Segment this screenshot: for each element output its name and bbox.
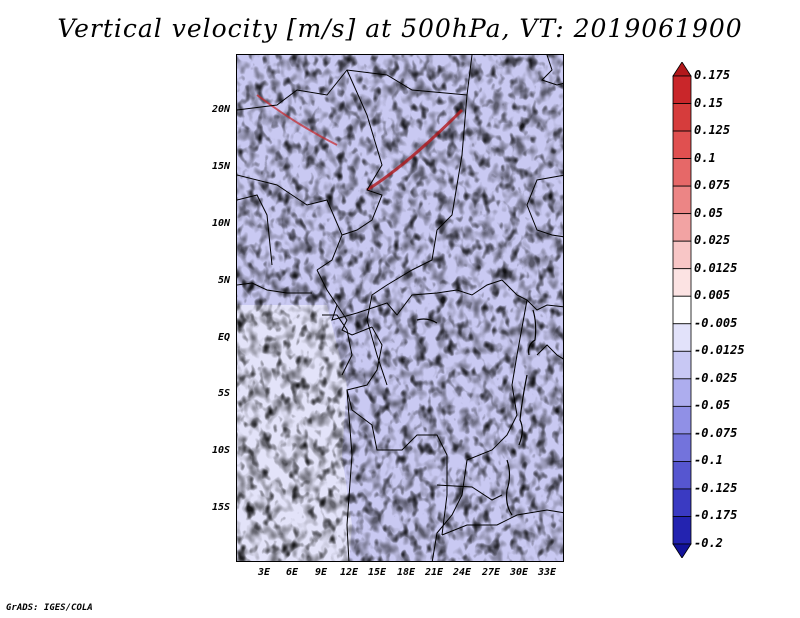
colorbar-tick-label: -0.0125 xyxy=(694,343,745,358)
colorbar-segment xyxy=(672,323,692,352)
colorbar-tick-label: -0.025 xyxy=(694,370,738,385)
colorbar-segment xyxy=(672,268,692,297)
lat-label-10n: 10N xyxy=(211,218,230,229)
colorbar-tick-label: -0.005 xyxy=(694,315,738,330)
colorbar xyxy=(672,62,692,558)
colorbar-tick-label: -0.1 xyxy=(694,453,723,468)
lon-label-15e: 15E xyxy=(367,567,387,578)
lat-label-eq: EQ xyxy=(217,332,230,343)
colorbar-segment xyxy=(672,461,692,490)
colorbar-tick-label: 0.15 xyxy=(694,95,723,110)
lon-label-33e: 33E xyxy=(537,567,557,578)
colorbar-tick-label: -0.05 xyxy=(694,398,731,413)
map-plot-area xyxy=(236,54,564,562)
colorbar-top-arrow xyxy=(672,62,692,77)
near-zero-field xyxy=(237,55,563,561)
colorbar-segment xyxy=(672,378,692,407)
vertical-velocity-field xyxy=(237,55,563,561)
colorbar-segment xyxy=(672,516,692,545)
lon-label-21e: 21E xyxy=(424,567,444,578)
colorbar-segment xyxy=(672,130,692,159)
colorbar-tick-label: 0.05 xyxy=(694,205,723,220)
colorbar-segment xyxy=(672,185,692,215)
lon-label-27e: 27E xyxy=(481,567,501,578)
colorbar-segment xyxy=(672,75,692,104)
lat-label-10s: 10S xyxy=(211,445,230,456)
colorbar-segment xyxy=(672,103,692,132)
lat-label-20n: 20N xyxy=(211,104,230,115)
lon-label-12e: 12E xyxy=(339,567,359,578)
colorbar-bottom-arrow xyxy=(672,543,692,558)
lon-label-18e: 18E xyxy=(396,567,416,578)
colorbar-segment xyxy=(672,295,692,325)
lon-label-30e: 30E xyxy=(509,567,529,578)
colorbar-tick-label: 0.125 xyxy=(694,123,731,138)
strong-ascent-band xyxy=(366,108,464,192)
lon-label-6e: 6E xyxy=(285,567,299,578)
map-title: Vertical velocity [m/s] at 500hPa, VT: 2… xyxy=(57,14,743,43)
colorbar-tick-label: -0.125 xyxy=(694,480,738,495)
lat-label-15n: 15N xyxy=(211,161,230,172)
colorbar-tick-label: 0.005 xyxy=(694,288,731,303)
lat-label-15s: 15S xyxy=(211,502,230,513)
footer-credit: GrADS: IGES/COLA xyxy=(6,603,93,613)
colorbar-tick-label: 0.1 xyxy=(694,150,716,165)
colorbar-segment xyxy=(672,488,692,517)
colorbar-segment xyxy=(672,158,692,187)
colorbar-tick-label: 0.025 xyxy=(694,233,731,248)
lon-label-3e: 3E xyxy=(257,567,271,578)
country-borders xyxy=(237,55,563,561)
colorbar-segment xyxy=(672,433,692,462)
colorbar-tick-label: 0.175 xyxy=(694,68,731,82)
colorbar-tick-label: -0.175 xyxy=(694,508,738,523)
colorbar-tick-label: -0.075 xyxy=(694,425,738,440)
lat-label-5s: 5S xyxy=(217,388,230,399)
colorbar-segment xyxy=(672,350,692,380)
colorbar-segment xyxy=(672,405,692,435)
lakes xyxy=(416,309,537,516)
colorbar-tick-label: -0.2 xyxy=(694,536,723,550)
colorbar-segment xyxy=(672,213,692,242)
lat-label-5n: 5N xyxy=(217,275,230,286)
colorbar-segment xyxy=(672,240,692,270)
colorbar-tick-label: 0.0125 xyxy=(694,260,738,275)
lon-label-24e: 24E xyxy=(452,567,472,578)
lon-label-9e: 9E xyxy=(314,567,328,578)
colorbar-tick-label: 0.075 xyxy=(694,178,731,193)
strong-ascent-band-west xyxy=(256,94,338,146)
